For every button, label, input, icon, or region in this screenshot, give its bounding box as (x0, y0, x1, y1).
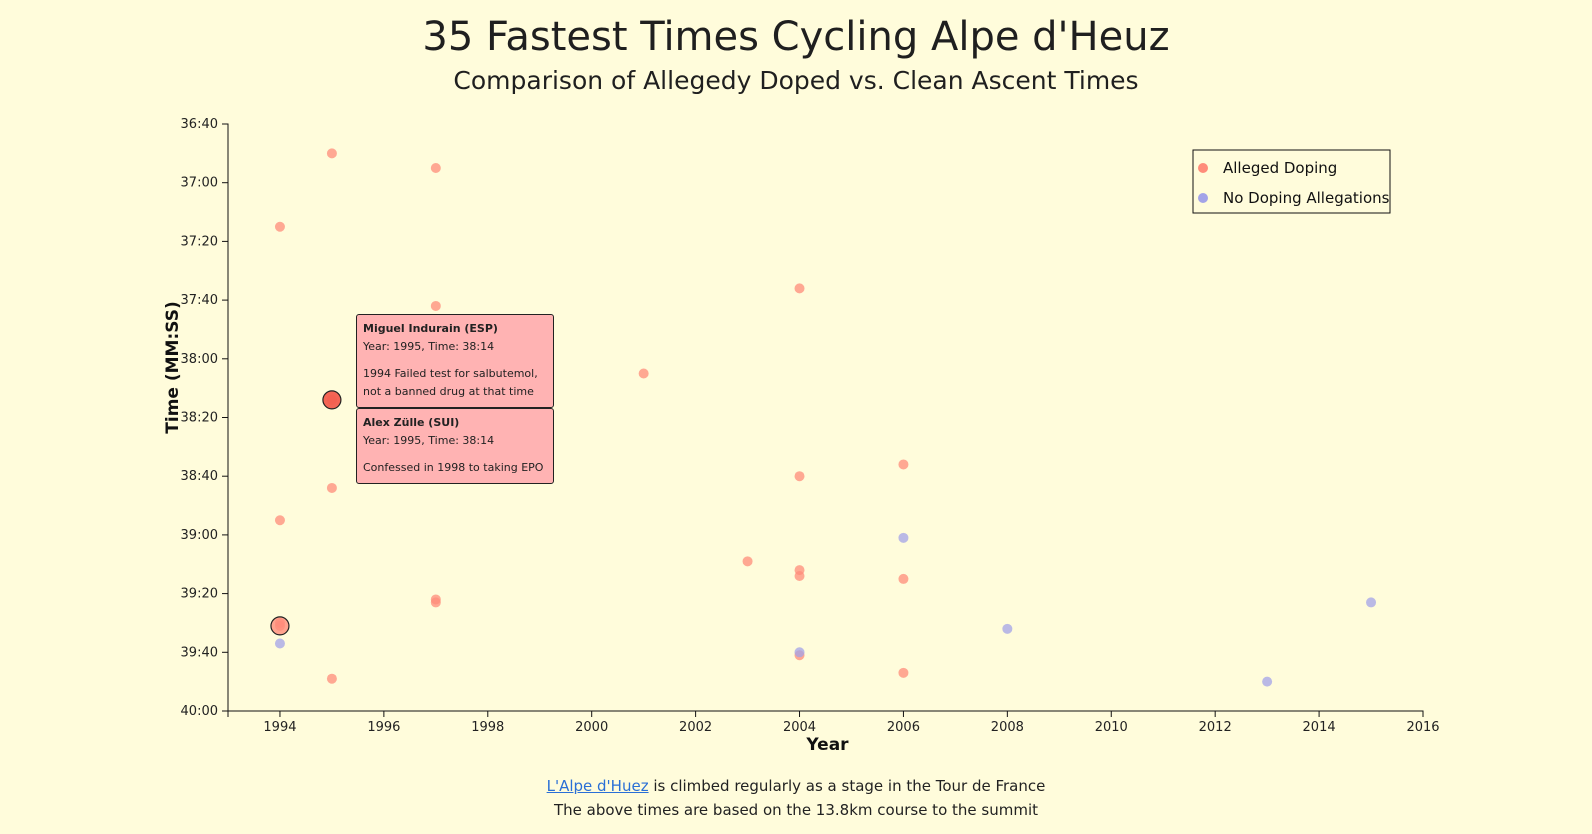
doping-point (430, 163, 441, 174)
legend-box (1192, 149, 1391, 214)
x-tick-label: 2004 (783, 720, 816, 735)
tooltip-note: 1994 Failed test for salbutemol, not a b… (363, 367, 538, 398)
y-tick-label: 37:40 (181, 293, 218, 308)
x-tick-label: 2016 (1406, 720, 1439, 735)
doping-point (430, 597, 441, 608)
data-points (270, 148, 1377, 687)
clean-point (274, 638, 285, 649)
doping-point (794, 570, 805, 581)
legend-doping-marker (1198, 163, 1208, 173)
y-tick-label: 37:20 (181, 234, 218, 249)
chart-title: 35 Fastest Times Cycling Alpe d'Heuz (422, 14, 1170, 60)
tooltip-detail: Year: 1995, Time: 38:14 (363, 434, 495, 447)
doping-point (326, 148, 337, 159)
x-tick-label: 2002 (679, 720, 712, 735)
x-tick-label: 1998 (471, 720, 504, 735)
x-tick-label: 2012 (1199, 720, 1232, 735)
doping-point (898, 573, 909, 584)
doping-point (794, 471, 805, 482)
clean-point (794, 647, 805, 658)
legend: Alleged Doping No Doping Allegations (1192, 149, 1391, 214)
clean-point (1262, 676, 1273, 687)
highlighted-point (270, 616, 290, 636)
doping-point (898, 459, 909, 470)
tooltip-zulle: Alex Zülle (SUI) Year: 1995, Time: 38:14… (356, 408, 554, 484)
footer-line-1: L'Alpe d'Huez is climbed regularly as a … (0, 774, 1592, 798)
x-tick-label: 1994 (263, 720, 296, 735)
tooltip-note: Confessed in 1998 to taking EPO (363, 461, 544, 474)
chart-subtitle: Comparison of Allegedy Doped vs. Clean A… (453, 66, 1139, 95)
x-tick-label: 2000 (575, 720, 608, 735)
footer-line-2: The above times are based on the 13.8km … (554, 801, 1038, 819)
clean-point (898, 532, 909, 543)
tooltip-name: Miguel Indurain (ESP) (363, 322, 498, 335)
doping-point (274, 221, 285, 232)
clean-point (1002, 623, 1013, 634)
clean-point (1366, 597, 1377, 608)
y-tick-label: 40:00 (181, 704, 218, 719)
legend-clean-marker (1198, 193, 1208, 203)
doping-point (638, 368, 649, 379)
scatter-plot: 1994 1996 1998 2000 2002 2004 2006 2008 2010 2012… (163, 117, 1440, 755)
y-tick-label: 38:40 (181, 469, 218, 484)
y-tick-label: 39:40 (181, 645, 218, 660)
alpe-dhuez-link[interactable]: L'Alpe d'Huez (546, 777, 649, 795)
footer-line-1-text: is climbed regularly as a stage in the T… (648, 777, 1046, 795)
x-tick-label: 2010 (1095, 720, 1128, 735)
doping-point (430, 300, 441, 311)
highlighted-point (322, 390, 342, 410)
tooltip-detail: Year: 1995, Time: 38:14 (363, 340, 495, 353)
axes: 1994 1996 1998 2000 2002 2004 2006 2008 2010 2012… (163, 117, 1440, 755)
doping-point (326, 673, 337, 684)
tooltip-name: Alex Zülle (SUI) (363, 416, 460, 429)
x-tick-label: 1996 (367, 720, 400, 735)
y-tick-label: 36:40 (181, 117, 218, 132)
x-tick-label: 2008 (991, 720, 1024, 735)
y-axis-title: Time (MM:SS) (163, 301, 183, 433)
footer: L'Alpe d'Huez is climbed regularly as a … (0, 774, 1592, 822)
doping-point (742, 556, 753, 567)
y-tick-label: 38:00 (181, 352, 218, 367)
y-tick-label: 37:00 (181, 176, 218, 191)
x-axis-line (227, 710, 1424, 717)
legend-clean-label: No Doping Allegations (1223, 189, 1390, 207)
tooltip-indurain: Miguel Indurain (ESP) Year: 1995, Time: … (356, 314, 554, 408)
y-tick-label: 39:00 (181, 528, 218, 543)
x-tick-label: 2006 (887, 720, 920, 735)
legend-doping-label: Alleged Doping (1223, 159, 1337, 177)
x-axis-title: Year (805, 735, 849, 755)
doping-point (898, 667, 909, 678)
doping-point (326, 482, 337, 493)
doping-point (794, 283, 805, 294)
doping-point (274, 515, 285, 526)
y-tick-label: 38:20 (181, 411, 218, 426)
y-tick-label: 39:20 (181, 587, 218, 602)
x-tick-label: 2014 (1303, 720, 1336, 735)
